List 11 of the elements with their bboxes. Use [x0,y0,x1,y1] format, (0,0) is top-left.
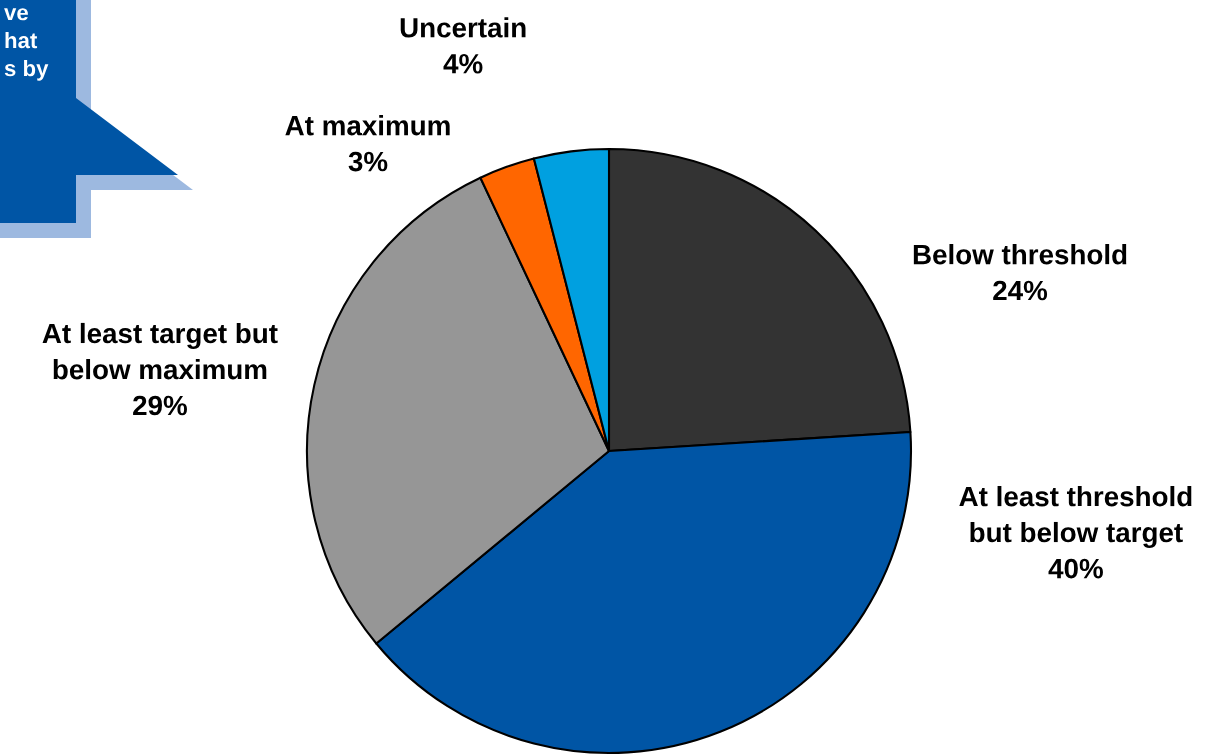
slice-label: Uncertain [400,17,526,38]
text: ve hat s by [4,8,49,81]
data-label: 24% [993,280,1048,301]
data-label: 3% [348,151,388,172]
data-label: 40% [1048,558,1103,579]
slice-label: At least threshold but below target [959,485,1192,548]
data-label: 29% [133,395,187,416]
data-label: 4% [443,53,483,74]
slice-label: At least target but below maximum [42,322,278,380]
slice-label: At maximum [285,115,450,136]
slice-label: Below threshold [913,244,1127,265]
